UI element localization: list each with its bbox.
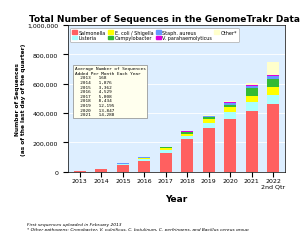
Bar [224, 108, 236, 112]
Bar [160, 150, 172, 153]
Bar [160, 149, 172, 150]
Bar [246, 103, 258, 111]
Bar [246, 83, 258, 86]
Bar [182, 140, 193, 172]
Bar [95, 169, 107, 172]
Bar [203, 118, 214, 120]
Bar [160, 147, 172, 148]
Bar [267, 76, 279, 77]
Bar [203, 120, 214, 123]
Bar [246, 111, 258, 172]
Text: First sequences uploaded in February 2013: First sequences uploaded in February 201… [27, 222, 122, 226]
Text: Average Number of Sequences
Added Per Month Each Year
  2013   168
  2014   1,87: Average Number of Sequences Added Per Mo… [74, 67, 146, 117]
Bar [246, 89, 258, 97]
Bar [203, 123, 214, 128]
Bar [267, 88, 279, 95]
Bar [138, 161, 150, 172]
Bar [182, 134, 193, 136]
Bar [246, 87, 258, 89]
Y-axis label: Number of Sequences
(as of the last day of the quarter): Number of Sequences (as of the last day … [15, 43, 26, 155]
Legend: Salmonella, Listeria, E. coli / Shigella, Campylobacter, Staph. aureus, V. parah: Salmonella, Listeria, E. coli / Shigella… [70, 28, 239, 43]
Bar [138, 158, 150, 159]
Bar [138, 159, 150, 161]
Bar [224, 101, 236, 103]
Bar [160, 148, 172, 149]
Bar [182, 132, 193, 133]
Bar [224, 104, 236, 105]
Text: * Other pathogens: Cronobacter, V. vulnificus, C. botulinum, C. perfringens, and: * Other pathogens: Cronobacter, V. vulni… [27, 227, 249, 231]
Bar [224, 103, 236, 104]
Bar [203, 117, 214, 118]
Bar [267, 63, 279, 76]
Bar [117, 165, 129, 172]
Bar [117, 164, 129, 165]
Bar [160, 153, 172, 172]
Bar [267, 77, 279, 79]
X-axis label: Year: Year [165, 195, 188, 203]
Bar [182, 133, 193, 134]
Bar [203, 116, 214, 117]
Bar [267, 79, 279, 88]
Bar [182, 131, 193, 132]
Bar [203, 128, 214, 172]
Bar [224, 112, 236, 119]
Bar [246, 86, 258, 87]
Bar [224, 105, 236, 108]
Bar [267, 95, 279, 105]
Title: Total Number of Sequences in the GenomeTrakr Database: Total Number of Sequences in the GenomeT… [29, 15, 300, 24]
Bar [246, 97, 258, 103]
Bar [182, 136, 193, 140]
Bar [224, 119, 236, 172]
Bar [267, 105, 279, 172]
